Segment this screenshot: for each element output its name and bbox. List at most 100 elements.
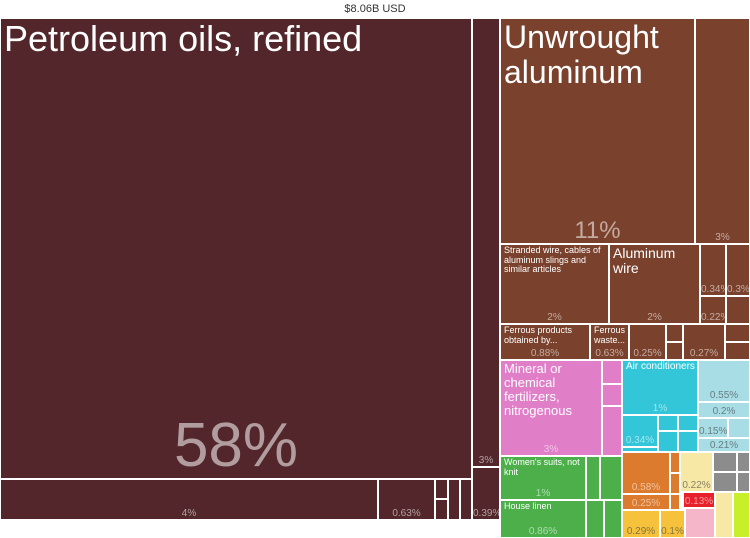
treemap-cell: 0.1%	[660, 510, 685, 538]
treemap-cell: Petroleum oils, refined 58%	[0, 18, 472, 479]
treemap-minor-cell	[733, 492, 750, 538]
treemap-minor-cell	[602, 384, 622, 406]
cell-percent: 0.55%	[709, 389, 739, 401]
treemap-cell: 0.2%	[698, 402, 750, 418]
treemap-minor-cell	[725, 324, 750, 342]
treemap-minor-cell	[622, 447, 658, 452]
treemap-minor-cell	[600, 456, 622, 500]
treemap-cell: 0.3%	[726, 244, 750, 296]
treemap-cell: 0.15%	[698, 418, 728, 438]
treemap-minor-cell	[728, 418, 750, 438]
treemap-cell: 0.34%	[622, 415, 658, 447]
treemap-minor-cell	[725, 342, 750, 360]
treemap-minor-cell	[678, 415, 698, 431]
treemap-minor-cell	[726, 296, 750, 324]
treemap-minor-cell	[737, 452, 750, 472]
cell-label: Ferrous waste...	[594, 325, 626, 345]
cell-percent: 0.21%	[709, 439, 739, 451]
treemap-cell: 0.63%	[378, 479, 435, 520]
treemap-cell: 0.58%	[622, 452, 670, 494]
cell-percent: 0.22%	[682, 479, 711, 491]
treemap-minor-cell	[713, 452, 737, 472]
cell-label: Stranded wire, cables of aluminum slings…	[504, 245, 601, 275]
cell-label: Women's suits, not knit	[504, 457, 580, 477]
cell-percent: 0.13%	[684, 495, 714, 507]
treemap-cell: Women's suits, not knit 1%	[500, 456, 586, 500]
cell-percent: 11%	[574, 216, 621, 244]
cell-percent: 0.22%	[701, 311, 725, 323]
treemap-cell: 0.22%	[700, 296, 726, 324]
treemap-minor-cell	[685, 508, 715, 538]
treemap-minor-cell	[448, 479, 460, 520]
cell-percent: 0.88%	[530, 347, 560, 359]
treemap-minor-cell	[602, 360, 622, 384]
cell-percent: 1%	[652, 402, 668, 414]
treemap: Petroleum oils, refined 58% 4% 0.63% 3% 0.39%…	[0, 18, 750, 538]
treemap-minor-cell	[460, 479, 472, 520]
cell-percent: 0.86%	[528, 525, 558, 537]
treemap-minor-cell	[670, 452, 680, 473]
cell-percent: 3%	[478, 454, 494, 466]
cell-label: House linen	[504, 501, 552, 511]
cell-percent: 0.39%	[473, 507, 500, 519]
cell-percent: 0.58%	[631, 481, 661, 493]
treemap-minor-cell	[586, 456, 600, 500]
treemap-minor-cell	[737, 472, 750, 492]
cell-percent: 0.63%	[392, 507, 421, 519]
treemap-minor-cell	[586, 500, 604, 538]
cell-percent: 1%	[535, 487, 551, 499]
treemap-cell: 0.22%	[680, 452, 713, 492]
treemap-minor-cell	[715, 492, 733, 538]
cell-percent: 0.1%	[661, 525, 684, 537]
cell-percent: 0.25%	[631, 497, 661, 509]
treemap-cell: Stranded wire, cables of aluminum slings…	[500, 244, 609, 324]
treemap-minor-cell	[435, 479, 448, 499]
treemap-minor-cell	[678, 431, 698, 452]
treemap-cell: 0.55%	[698, 360, 750, 402]
cell-percent: 0.15%	[699, 425, 728, 437]
cell-label: Air conditioners	[626, 361, 695, 372]
treemap-minor-cell	[435, 499, 448, 520]
cell-percent: 0.29%	[626, 525, 656, 537]
treemap-cell: 0.27%	[683, 324, 725, 360]
treemap-cell: 0.25%	[629, 324, 666, 360]
cell-percent: 0.25%	[633, 347, 662, 359]
cell-percent: 0.34%	[701, 283, 725, 295]
treemap-cell: Air conditioners 1%	[622, 360, 698, 415]
treemap-cell: 0.39%	[472, 467, 500, 520]
treemap-minor-cell	[670, 494, 680, 510]
treemap-cell: 3%	[695, 18, 750, 244]
cell-percent: 3%	[543, 443, 559, 455]
treemap-minor-cell	[602, 406, 622, 456]
treemap-cell: 0.34%	[700, 244, 726, 296]
treemap-minor-cell	[658, 415, 678, 431]
treemap-cell: Ferrous waste... 0.63%	[590, 324, 629, 360]
treemap-minor-cell	[658, 431, 678, 452]
cell-percent: 0.63%	[595, 347, 624, 359]
treemap-cell: 0.29%	[622, 510, 660, 538]
treemap-cell: 0.21%	[698, 438, 750, 452]
treemap-cell: 4%	[0, 479, 378, 520]
cell-percent: 0.2%	[712, 405, 736, 417]
chart-title: $8.06B USD	[344, 3, 406, 15]
treemap-cell: Ferrous products obtained by... 0.88%	[500, 324, 590, 360]
cell-percent: 58%	[173, 410, 299, 479]
treemap-cell: 3%	[472, 18, 500, 467]
cell-label: Petroleum oils, refined	[4, 18, 363, 59]
treemap-cell: Mineral or chemical fertilizers, nitroge…	[500, 360, 602, 456]
cell-label: Ferrous products obtained by...	[504, 325, 573, 345]
treemap-minor-cell	[604, 500, 622, 538]
cell-percent: 0.3%	[727, 283, 750, 295]
cell-percent: 0.34%	[625, 434, 655, 446]
cell-label: Unwrought aluminum	[504, 19, 659, 90]
treemap-cell: Aluminum wire 2%	[609, 244, 700, 324]
treemap-cell: 0.13%	[683, 492, 715, 508]
treemap-minor-cell	[666, 324, 683, 342]
cell-percent: 2%	[647, 311, 662, 323]
cell-percent: 0.27%	[689, 347, 719, 359]
cell-label: Aluminum wire	[613, 245, 676, 277]
cell-percent: 2%	[547, 311, 562, 323]
cell-label: Mineral or chemical fertilizers, nitroge…	[504, 361, 572, 419]
cell-percent: 4%	[181, 507, 197, 519]
treemap-cell: House linen 0.86%	[500, 500, 586, 538]
